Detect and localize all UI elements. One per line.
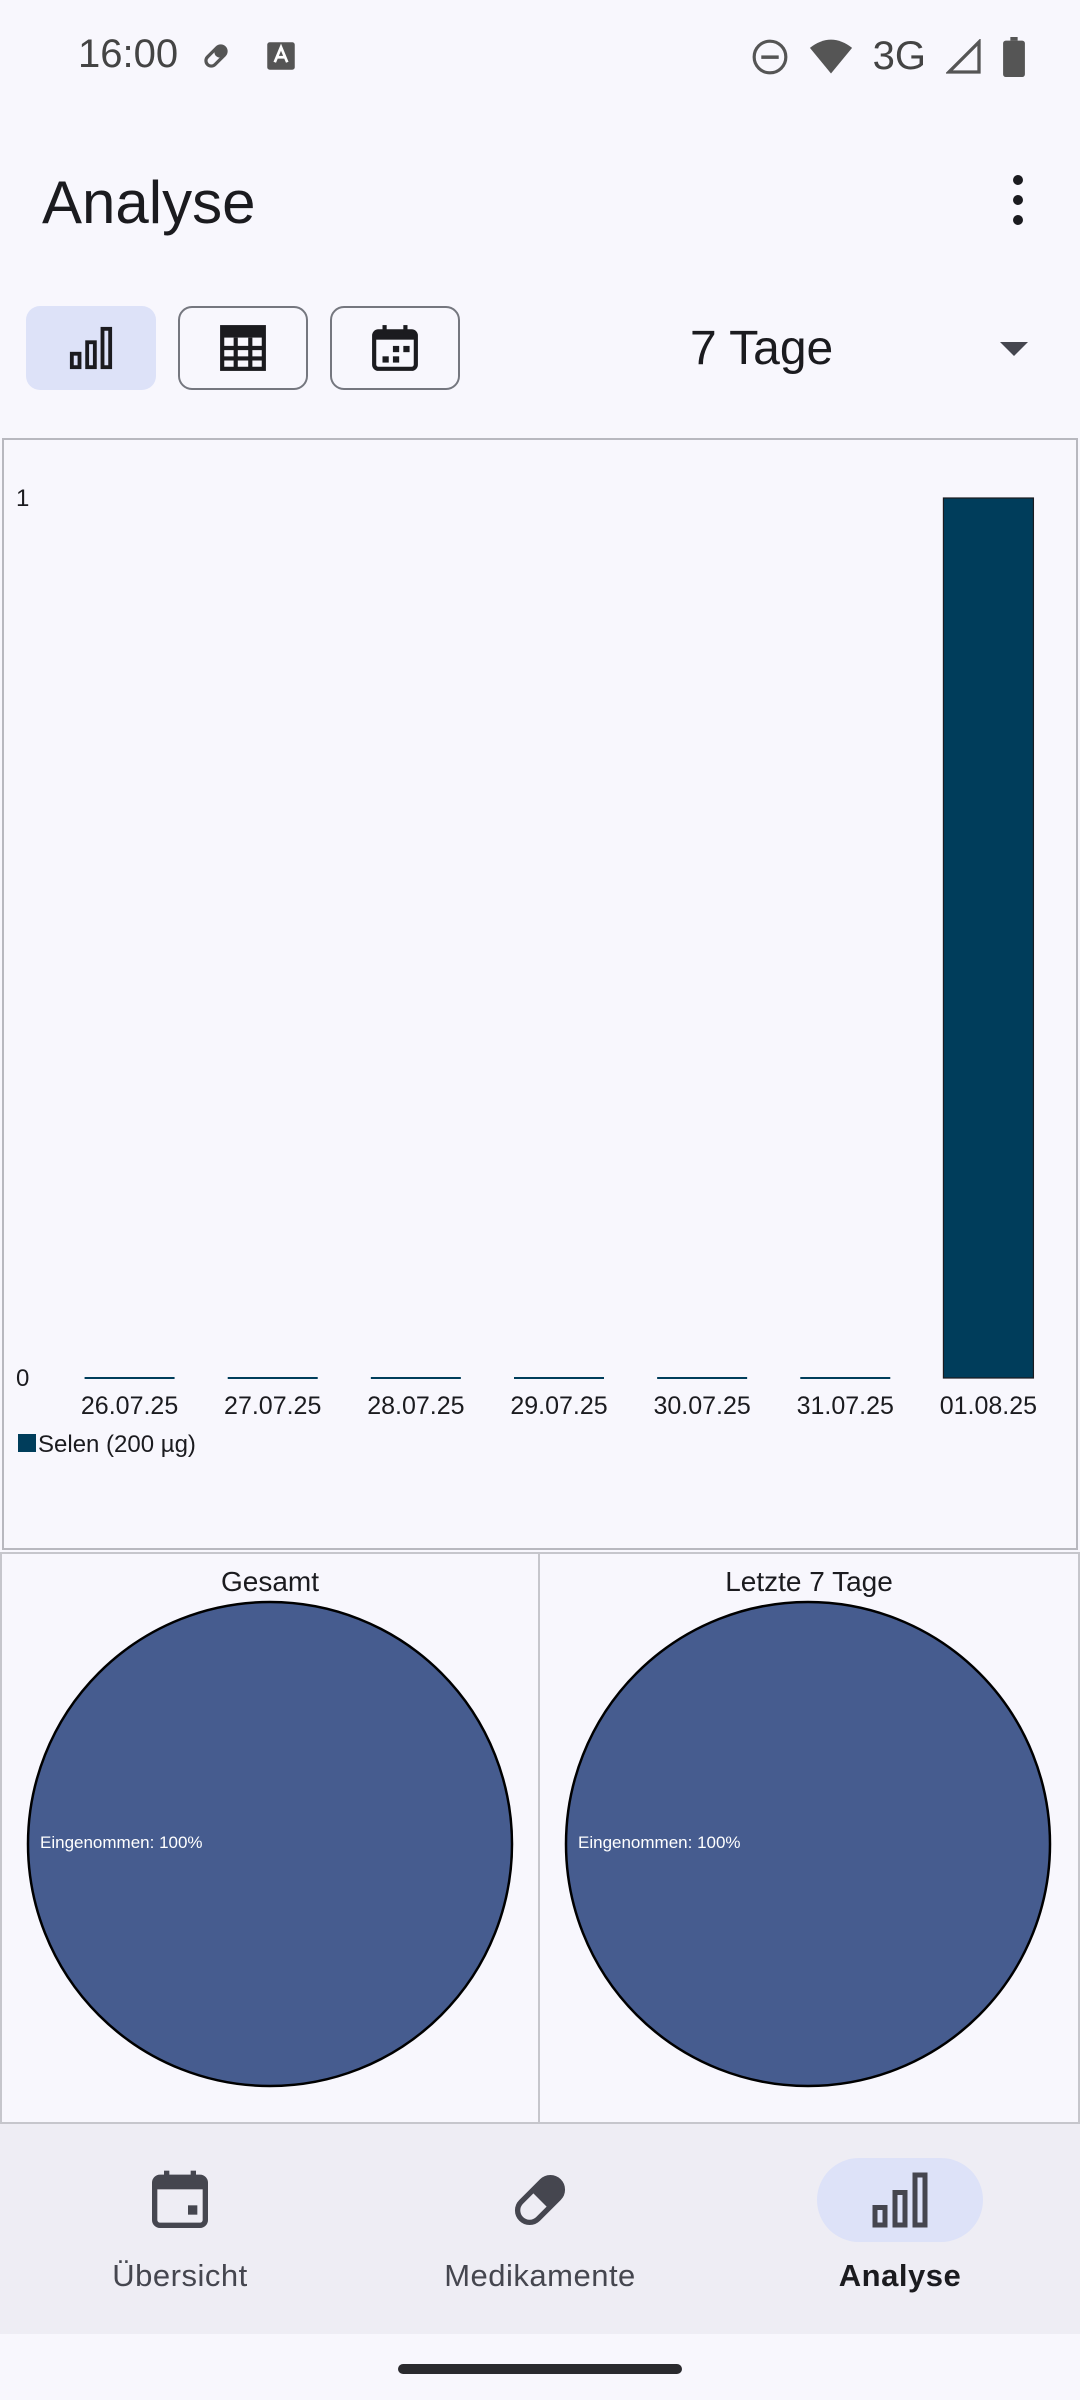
- a-keyboard-icon: [267, 42, 295, 70]
- pie-slice-label: Eingenommen: 100%: [578, 1833, 741, 1852]
- nav-label-medications: Medikamente: [444, 2258, 636, 2293]
- pie-slice-label: Eingenommen: 100%: [40, 1833, 203, 1852]
- calendar-icon: [152, 2170, 208, 2228]
- bar-chart: 0 1 26.07.25 27.07.25 28.07.25 29.07.25 30.07.…: [16, 485, 1037, 1458]
- more-options-button[interactable]: [986, 164, 1050, 236]
- status-bar: 16:00 3G: [0, 0, 1080, 118]
- dnd-icon: [752, 39, 788, 74]
- pie-slice: [26, 1600, 514, 2088]
- arrow-drop-down-icon: [1000, 342, 1028, 356]
- pie-title-last-7-days: Letzte 7 Tage: [725, 1566, 893, 1597]
- pill-icon: [514, 2174, 566, 2226]
- pie-title-total: Gesamt: [220, 1566, 320, 1597]
- status-notification-icons: [200, 40, 296, 72]
- status-system-icons: 3G: [751, 34, 1026, 79]
- more-vert-icon: [1013, 175, 1023, 185]
- pill-icon: [204, 44, 228, 68]
- table-icon: [220, 325, 266, 371]
- view-calendar-button[interactable]: [330, 306, 460, 390]
- pie-slice: [564, 1600, 1052, 2088]
- status-time: 16:00: [78, 32, 179, 76]
- x-tick-label: 27.07.25: [224, 1392, 321, 1420]
- y-tick-label: 1: [16, 485, 29, 512]
- bar-chart-panel: 0 1 26.07.25 27.07.25 28.07.25 29.07.25 30.07.…: [2, 438, 1078, 1550]
- page-title: Analyse: [42, 169, 256, 236]
- pie-panel-last-7-days: Eingenommen: 100% Letzte 7 Tage: [540, 1552, 1080, 2124]
- x-tick-label: 30.07.25: [653, 1392, 750, 1420]
- nav-item-overview[interactable]: Übersicht: [30, 2158, 330, 2308]
- bar-chart-icon: [69, 326, 113, 370]
- legend-swatch: [18, 1434, 36, 1452]
- range-value: 7 Tage: [690, 321, 834, 375]
- bar-chart-icon: [872, 2172, 928, 2228]
- bar: [942, 497, 1035, 1379]
- pie-chart-total: Eingenommen: 100%: [26, 1600, 514, 2088]
- x-tick-label: 01.08.25: [940, 1392, 1037, 1420]
- range-dropdown[interactable]: 7 Tage: [690, 306, 1050, 390]
- legend-label: Selen (200 µg): [38, 1431, 196, 1458]
- view-table-button[interactable]: [178, 306, 308, 390]
- y-tick-label: 0: [16, 1365, 29, 1392]
- signal-icon: [946, 38, 981, 74]
- pie-chart-last-7-days: Eingenommen: 100%: [564, 1600, 1052, 2088]
- nav-label-overview: Übersicht: [112, 2258, 248, 2293]
- battery-icon: [1003, 36, 1025, 77]
- view-chart-button[interactable]: [26, 306, 156, 390]
- x-tick-label: 29.07.25: [510, 1392, 607, 1420]
- x-tick-label: 28.07.25: [367, 1392, 464, 1420]
- calendar-icon: [372, 325, 418, 371]
- nav-label-analysis: Analyse: [838, 2258, 962, 2293]
- nav-item-analysis[interactable]: Analyse: [750, 2158, 1050, 2308]
- network-type: 3G: [872, 34, 926, 78]
- nav-item-medications[interactable]: Medikamente: [390, 2158, 690, 2308]
- x-tick-label: 31.07.25: [797, 1392, 894, 1420]
- x-tick-label: 26.07.25: [81, 1392, 178, 1420]
- wifi-icon: [809, 39, 852, 73]
- pie-panel-total: Eingenommen: 100% Gesamt: [0, 1552, 540, 2124]
- bottom-navigation: Übersicht Medikamente Analyse: [0, 2124, 1080, 2334]
- gesture-handle: [398, 2364, 682, 2374]
